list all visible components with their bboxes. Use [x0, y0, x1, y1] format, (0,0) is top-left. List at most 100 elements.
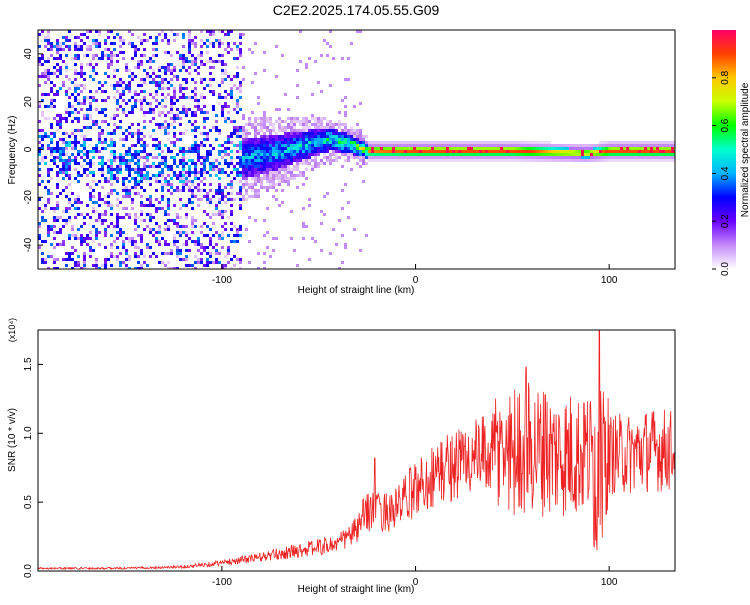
heatmap-cell [341, 123, 344, 126]
heatmap-cell [167, 132, 170, 135]
heatmap-cell [194, 135, 197, 138]
heatmap-cell [542, 156, 545, 159]
heatmap-cell [131, 33, 134, 36]
heatmap-cell [458, 144, 461, 147]
heatmap-cell [275, 138, 278, 141]
heatmap-cell [191, 189, 194, 192]
heatmap-cell [152, 228, 155, 231]
heatmap-cell [47, 39, 50, 42]
heatmap-cell [200, 231, 203, 234]
heatmap-cell [248, 174, 251, 177]
heatmap-cell [218, 168, 221, 171]
heatmap-cell [476, 159, 479, 162]
heatmap-cell [164, 129, 167, 132]
heatmap-cell [239, 165, 242, 168]
heatmap-cell [116, 99, 119, 102]
heatmap-cell [98, 30, 101, 33]
heatmap-cell [113, 123, 116, 126]
heatmap-cell [104, 39, 107, 42]
heatmap-cell [581, 156, 584, 159]
heatmap-cell [188, 189, 191, 192]
heatmap-cell [218, 54, 221, 57]
heatmap-cell [278, 153, 281, 156]
heatmap-cell [263, 162, 266, 165]
heatmap-cell [392, 159, 395, 162]
heatmap-cell [260, 180, 263, 183]
heatmap-cell [143, 90, 146, 93]
heatmap-cell [212, 105, 215, 108]
heatmap-cell [194, 87, 197, 90]
heatmap-cell [116, 192, 119, 195]
heatmap-cell [74, 141, 77, 144]
heatmap-cell [140, 219, 143, 222]
heatmap-cell [92, 207, 95, 210]
heatmap-cell [80, 90, 83, 93]
heatmap-cell [452, 144, 455, 147]
heatmap-cell [269, 132, 272, 135]
heatmap-cell [209, 216, 212, 219]
heatmap-cell [419, 141, 422, 144]
heatmap-cell [386, 156, 389, 159]
heatmap-cell [359, 165, 362, 168]
heatmap-cell [89, 75, 92, 78]
heatmap-cell [122, 132, 125, 135]
heatmap-cell [227, 51, 230, 54]
heatmap-cell [269, 171, 272, 174]
heatmap-cell [602, 147, 605, 150]
heatmap-cell [344, 141, 347, 144]
heatmap-cell [149, 231, 152, 234]
heatmap-cell [611, 159, 614, 162]
heatmap-cell [548, 144, 551, 147]
heatmap-cell [164, 243, 167, 246]
heatmap-cell [326, 42, 329, 45]
heatmap-cell [170, 105, 173, 108]
heatmap-cell [350, 144, 353, 147]
heatmap-cell [371, 147, 374, 150]
heatmap-cell [116, 156, 119, 159]
heatmap-cell [116, 222, 119, 225]
heatmap-cell [272, 153, 275, 156]
heatmap-cell [227, 183, 230, 186]
heatmap-cell [599, 153, 602, 156]
heatmap-cell [410, 141, 413, 144]
heatmap-cell [209, 243, 212, 246]
heatmap-cell [593, 156, 596, 159]
heatmap-cell [227, 93, 230, 96]
heatmap-cell [89, 45, 92, 48]
heatmap-cell [389, 150, 392, 153]
chart-title: C2E2.2025.174.05.55.G09 [273, 2, 440, 18]
heatmap-cell [200, 78, 203, 81]
heatmap-cell [116, 54, 119, 57]
heatmap-cell [296, 264, 299, 267]
heatmap-cell [602, 159, 605, 162]
heatmap-cell [212, 30, 215, 33]
heatmap-cell [332, 135, 335, 138]
heatmap-cell [353, 153, 356, 156]
heatmap-cell [104, 177, 107, 180]
heatmap-cell [245, 147, 248, 150]
heatmap-cell [221, 192, 224, 195]
heatmap-cell [563, 153, 566, 156]
heatmap-cell [536, 159, 539, 162]
heatmap-cell [242, 177, 245, 180]
heatmap-cell [296, 96, 299, 99]
heatmap-cell [62, 150, 65, 153]
heatmap-cell [647, 153, 650, 156]
heatmap-cell [194, 162, 197, 165]
heatmap-cell [86, 126, 89, 129]
heatmap-cell [353, 138, 356, 141]
heatmap-cell [140, 174, 143, 177]
heatmap-cell [209, 66, 212, 69]
heatmap-cell [536, 144, 539, 147]
heatmap-cell [218, 234, 221, 237]
heatmap-cell [410, 159, 413, 162]
heatmap-cell [272, 186, 275, 189]
heatmap-cell [341, 150, 344, 153]
heatmap-cell [317, 144, 320, 147]
heatmap-cell [182, 108, 185, 111]
heatmap-cell [434, 150, 437, 153]
heatmap-cell [140, 60, 143, 63]
heatmap-cell [665, 153, 668, 156]
heatmap-cell [446, 141, 449, 144]
heatmap-cell [104, 267, 107, 269]
